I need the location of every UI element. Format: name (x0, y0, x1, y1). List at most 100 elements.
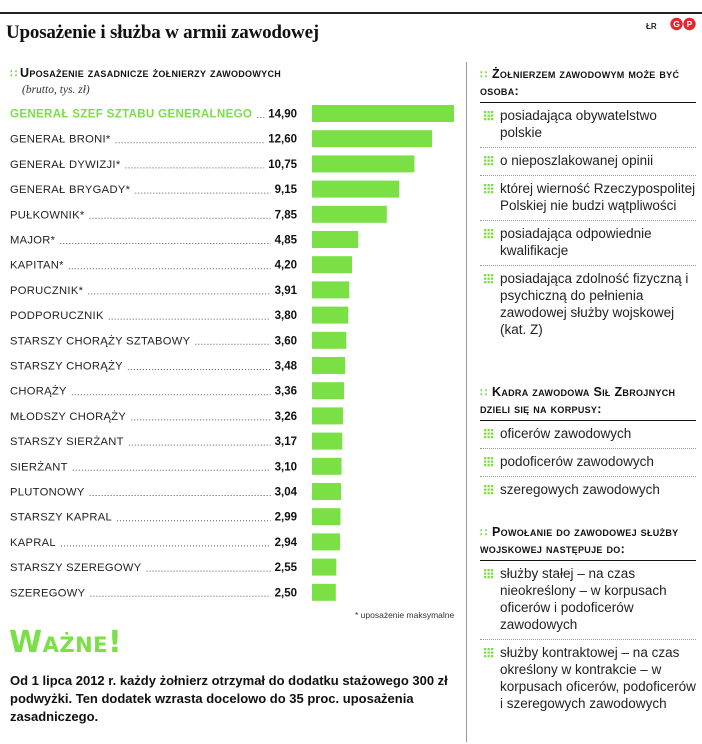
value-label: 12,60 (268, 134, 297, 146)
bar (312, 105, 454, 122)
category-label: STARSZY KAPRAL (10, 512, 112, 524)
panel-item-text: posiadająca zdolność fizyczną i psychicz… (500, 271, 689, 337)
salary-bar-chart: GENERAŁ SZEF SZTABU GENERALNEGO 14,90 GENE… (10, 105, 454, 601)
bar (312, 407, 344, 425)
bar (312, 533, 341, 551)
category-label: MAJOR* (10, 235, 56, 247)
value-label: 3,10 (275, 461, 297, 473)
grid-bullet-icon (484, 569, 494, 579)
category-label: GENERAŁ BRYGADY* (10, 184, 131, 196)
panel-items: oficerów zawodowych podoficerów zawodowyc… (480, 421, 696, 504)
chart-row: MAJOR* 4,85 (10, 231, 359, 248)
panel-item-text: o nieposzlakowanej opinii (500, 153, 654, 168)
value-label: 3,36 (275, 386, 297, 398)
panel-items: służby stałej – na czas nieokreślony – w… (480, 561, 696, 718)
panel-item: posiadająca zdolność fizyczną i psychicz… (480, 266, 696, 344)
category-label: KAPRAL (10, 537, 56, 549)
grid-bullet-icon (484, 184, 494, 194)
panel-item-text: podoficerów zawodowych (500, 454, 654, 469)
bar (312, 331, 347, 349)
bar (312, 432, 343, 450)
panel-item-text: której wierność Rzeczypospolitej Polskie… (500, 181, 696, 213)
panel-heading-text: Kadra zawodowa Sił Zbrojnych dzieli się … (480, 385, 676, 416)
grid-bullet-icon (484, 429, 494, 439)
page-title: Uposażenie i służba w armii zawodowej (6, 22, 319, 43)
chart-row: CHORĄŻY 3,36 (10, 382, 345, 400)
grid-bullet-icon (484, 229, 494, 239)
value-label: 2,99 (275, 512, 297, 524)
chart-row: PLUTONOWY 3,04 (10, 483, 341, 500)
chart-row: GENERAŁ BRONI* 12,60 (10, 130, 433, 148)
panel-corps: ∷ Kadra zawodowa Sił Zbrojnych dzieli się… (480, 384, 696, 504)
value-label: 3,04 (275, 487, 298, 499)
svg-text:G: G (673, 19, 680, 29)
bar (312, 508, 341, 526)
value-label: 2,50 (275, 587, 297, 599)
value-label: 2,55 (275, 562, 298, 574)
bar (312, 306, 349, 324)
panel-heading: ∷ Powołanie do zawodowej służby wojskowej… (480, 524, 696, 561)
value-label: 10,75 (268, 159, 297, 171)
panel-item-text: posiadająca obywatelstwo polskie (500, 108, 657, 140)
category-label: STARSZY CHORĄŻY SZTABOWY (10, 334, 191, 347)
top-rule (0, 12, 702, 14)
chart-row: STARSZY SZEREGOWY 2,55 (10, 558, 337, 576)
value-label: 3,17 (275, 436, 297, 448)
category-label: GENERAŁ DYWIZJI* (10, 159, 121, 171)
category-label: SIERŻANT (10, 460, 68, 473)
bar (312, 357, 346, 374)
category-label: STARSZY SZEREGOWY (10, 562, 142, 574)
bar (312, 558, 337, 576)
value-label: 14,90 (268, 109, 297, 121)
panel-item: o nieposzlakowanej opinii (480, 148, 696, 176)
bar (312, 130, 433, 148)
panel-heading-text: Żołnierzem zawodowym może być osoba: (480, 67, 680, 98)
chart-row: SZEREGOWY 2,50 (10, 583, 336, 601)
panel-heading-text: Powołanie do zawodowej służby wojskowej … (480, 525, 679, 556)
panel-item: oficerów zawodowych (480, 421, 696, 449)
value-label: 2,94 (275, 537, 298, 549)
chart-row: GENERAŁ SZEF SZTABU GENERALNEGO 14,90 (10, 105, 454, 122)
value-label: 9,15 (275, 184, 298, 196)
chart-row: STARSZY CHORĄŻY 3,48 (10, 357, 346, 374)
value-label: 3,80 (275, 310, 297, 322)
bar (312, 583, 336, 601)
panel-item: podoficerów zawodowych (480, 449, 696, 477)
panel-appointment: ∷ Powołanie do zawodowej służby wojskowej… (480, 524, 696, 718)
panel-item-text: służby kontraktowej – na czas określony … (500, 645, 696, 711)
chart-row: STARSZY KAPRAL 2,99 (10, 508, 341, 526)
chart-row: SIERŻANT 3,10 (10, 457, 342, 475)
panel-item: której wierność Rzeczypospolitej Polskie… (480, 176, 696, 221)
grid-bullet-icon (484, 156, 494, 166)
category-label: PODPORUCZNIK (10, 310, 104, 322)
value-label: 3,48 (275, 361, 298, 373)
arrow-marker-icon: ∷ (480, 387, 488, 399)
grid-bullet-icon (484, 485, 494, 495)
chart-row: STARSZY SIERŻANT 3,17 (10, 432, 343, 450)
panel-item-text: oficerów zawodowych (500, 426, 632, 441)
category-label: SZEREGOWY (10, 587, 86, 599)
panel-item: szeregowych zawodowych (480, 477, 696, 504)
value-label: 3,60 (275, 335, 297, 347)
chart-title: ∷ Uposażenie zasadnicze żołnierzy zawodow… (10, 66, 281, 80)
category-label: PUŁKOWNIK* (10, 209, 85, 221)
arrow-marker-icon: ∷ (480, 527, 488, 539)
value-label: 4,85 (275, 235, 298, 247)
chart-subtitle: (brutto, tys. zł) (22, 84, 90, 96)
panel-item: posiadająca obywatelstwo polskie (480, 103, 696, 148)
grid-bullet-icon (484, 457, 494, 467)
gp-logo-icon: G P (670, 17, 696, 31)
important-heading: Ważne! (9, 625, 122, 660)
panel-item: posiadająca odpowiednie kwalifikacje (480, 221, 696, 266)
chart-footnote: * uposażenie maksymalne (355, 610, 455, 620)
panel-item: służby kontraktowej – na czas określony … (480, 640, 696, 718)
arrow-marker-icon: ∷ (10, 68, 18, 80)
chart-row: GENERAŁ BRYGADY* 9,15 (10, 180, 400, 198)
panel-item-text: posiadająca odpowiednie kwalifikacje (500, 226, 652, 258)
bar (312, 483, 341, 500)
category-label: STARSZY SIERŻANT (10, 435, 124, 448)
bar (312, 281, 350, 299)
value-label: 3,91 (275, 285, 298, 297)
chart-row: PODPORUCZNIK 3,80 (10, 306, 349, 324)
chart-title-text: Uposażenie zasadnicze żołnierzy zawodowy… (20, 66, 282, 80)
